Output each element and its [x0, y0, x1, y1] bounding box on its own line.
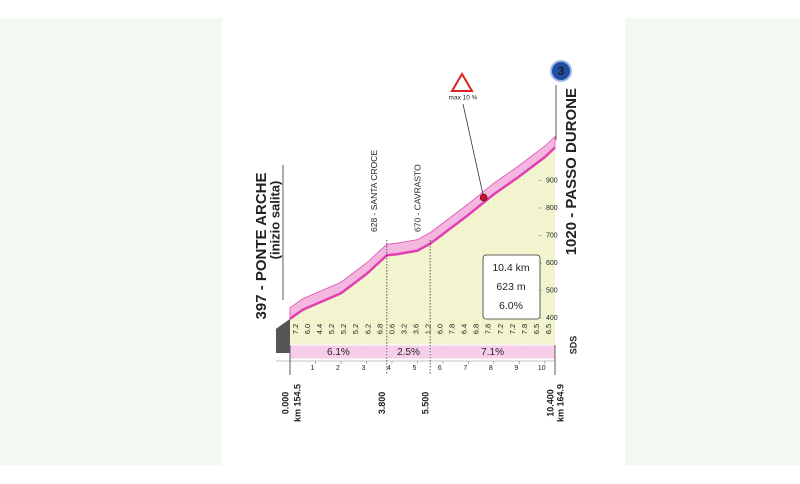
summary-text: 6.0%: [499, 300, 523, 312]
gradient-label: 1.2: [424, 324, 433, 334]
gradient-label: 5.2: [351, 324, 360, 334]
x-tick-label: 7: [463, 365, 467, 372]
x-tick-label: 8: [489, 365, 493, 372]
gradient-label: 7.2: [508, 324, 517, 334]
gradient-label: 7.2: [291, 324, 300, 334]
gradient-label: 6.0: [303, 324, 312, 334]
x-tick-label: 6: [438, 365, 442, 372]
max-dot: [479, 193, 488, 202]
max-pointer: [462, 103, 485, 198]
gradient-label: 6.5: [544, 324, 553, 334]
summary-box: [482, 254, 541, 320]
start-note: (inizio salita): [267, 181, 282, 260]
summary-text: 623 m: [496, 281, 525, 293]
start-name: 397 - PONTE ARCHE: [253, 173, 270, 320]
finish-badge: [550, 60, 572, 82]
side-panel: [625, 18, 800, 465]
sector-label: 7.1%: [481, 347, 504, 358]
bound-label: 10.400: [545, 389, 555, 417]
x-tick-label: 4: [387, 365, 391, 372]
gradient-label: 6.8: [472, 324, 481, 334]
gradient-label: 6.8: [375, 324, 384, 334]
gradient-label: 5.2: [327, 324, 336, 334]
gradient-label: 7.8: [484, 324, 493, 334]
gradient-label: 7.8: [448, 324, 457, 334]
gradient-label: 6.0: [436, 324, 445, 334]
side-panel: [0, 18, 222, 465]
gradient-label: 6.5: [532, 324, 541, 334]
y-tick-label: 700: [546, 232, 558, 239]
sector-label: 2.5%: [397, 347, 420, 358]
gradient-label: 4.4: [315, 324, 324, 334]
y-tick-label: 500: [546, 287, 558, 294]
x-tick-label: 5: [412, 365, 416, 372]
y-tick-label: 600: [546, 260, 558, 267]
x-tick-label: 10: [538, 365, 546, 372]
max-label: max 10 %: [449, 95, 478, 102]
bound-label: 0.000: [280, 392, 290, 415]
start-km: km 154.5: [292, 384, 302, 422]
warning-icon: [450, 72, 474, 92]
gradient-label: 6.2: [363, 324, 372, 334]
y-tick-label: 900: [546, 177, 558, 184]
y-tick-label: 800: [546, 205, 558, 212]
x-tick-label: 3: [361, 365, 365, 372]
finish-name: 1020 - PASSO DURONE: [563, 88, 580, 255]
sector-label: 6.1%: [327, 347, 350, 358]
bound-label: 3.800: [377, 392, 387, 415]
bound-label: 5.500: [421, 392, 431, 415]
y-tick-label: 400: [546, 315, 558, 322]
gradient-label: 3.2: [399, 324, 408, 334]
gradient-label: 6.4: [460, 324, 469, 334]
x-tick-label: 2: [336, 365, 340, 372]
summary-text: 10.4 km: [492, 262, 530, 274]
gradient-label: 7.8: [520, 324, 529, 334]
badge-label: 3: [558, 64, 565, 78]
logo: SDS: [568, 336, 578, 355]
x-tick-label: 1: [311, 365, 315, 372]
gradient-label: 7.2: [496, 324, 505, 334]
gradient-label: 0.6: [387, 324, 396, 334]
start-side: [276, 318, 290, 353]
mask: [290, 100, 555, 319]
gradient-label: 5.2: [339, 324, 348, 334]
profile-line: [289, 146, 556, 320]
waypoint-label: 670 - CAVRASTO: [412, 164, 422, 232]
gradient-label: 3.6: [411, 324, 420, 334]
waypoint-label: 628 - SANTA CROCE: [369, 150, 379, 232]
x-tick-label: 9: [514, 365, 518, 372]
finish-km: km 164.9: [555, 384, 565, 422]
